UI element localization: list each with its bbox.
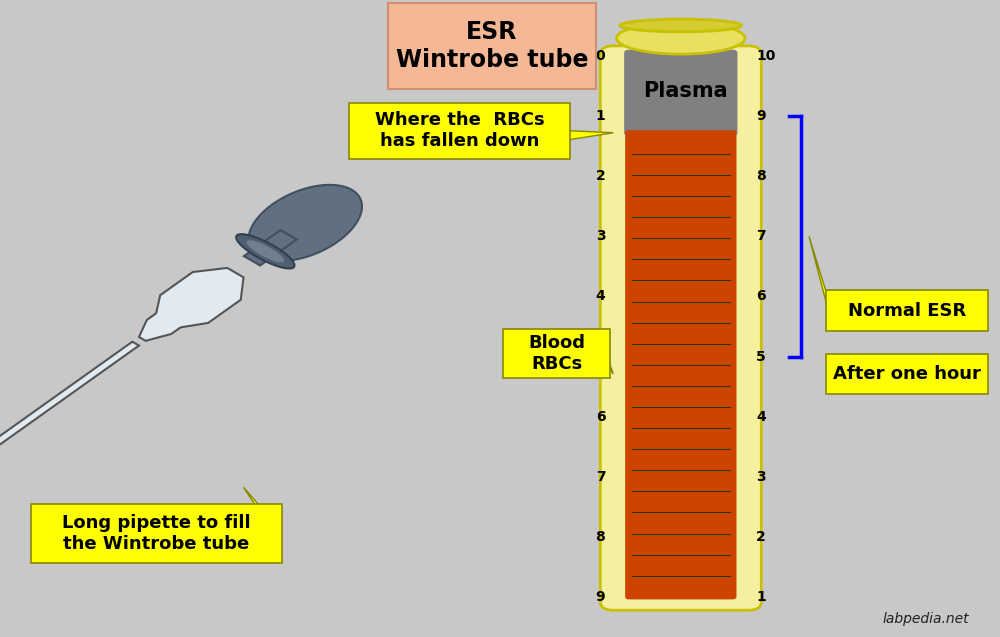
FancyBboxPatch shape <box>600 46 761 610</box>
FancyBboxPatch shape <box>625 130 736 599</box>
Text: 3: 3 <box>756 469 766 483</box>
Text: 6: 6 <box>756 289 766 303</box>
Text: ESR
Wintrobe tube: ESR Wintrobe tube <box>396 20 588 72</box>
Text: Long pipette to fill
the Wintrobe tube: Long pipette to fill the Wintrobe tube <box>62 514 251 553</box>
Text: 2: 2 <box>756 530 766 544</box>
Text: 4: 4 <box>756 410 766 424</box>
Polygon shape <box>248 185 362 261</box>
Text: 2: 2 <box>596 169 605 183</box>
Text: 9: 9 <box>596 590 605 604</box>
Text: Normal ESR: Normal ESR <box>848 301 966 320</box>
FancyBboxPatch shape <box>349 103 570 159</box>
Text: Where the  RBCs
has fallen down: Where the RBCs has fallen down <box>375 111 544 150</box>
Polygon shape <box>139 268 244 341</box>
Polygon shape <box>246 240 284 262</box>
Polygon shape <box>567 131 613 140</box>
Text: 1: 1 <box>756 590 766 604</box>
Polygon shape <box>606 354 613 374</box>
Text: 4: 4 <box>596 289 605 303</box>
Polygon shape <box>244 230 297 266</box>
FancyBboxPatch shape <box>826 354 988 394</box>
Text: After one hour: After one hour <box>833 365 981 383</box>
FancyBboxPatch shape <box>503 329 610 378</box>
Text: 5: 5 <box>596 350 605 364</box>
Text: 0: 0 <box>596 49 605 63</box>
Text: 5: 5 <box>756 350 766 364</box>
FancyBboxPatch shape <box>388 3 596 89</box>
Text: Blood
RBCs: Blood RBCs <box>528 334 585 373</box>
Text: 9: 9 <box>756 109 766 123</box>
Text: 8: 8 <box>596 530 605 544</box>
Text: 1: 1 <box>596 109 605 123</box>
Ellipse shape <box>620 19 742 32</box>
Text: 10: 10 <box>756 49 776 63</box>
Text: labpedia.net: labpedia.net <box>882 612 969 626</box>
Text: 3: 3 <box>596 229 605 243</box>
FancyBboxPatch shape <box>826 290 988 331</box>
Text: Plasma: Plasma <box>643 80 728 101</box>
Polygon shape <box>0 341 139 483</box>
Text: 6: 6 <box>596 410 605 424</box>
FancyBboxPatch shape <box>31 504 282 563</box>
Text: 8: 8 <box>756 169 766 183</box>
Polygon shape <box>809 236 830 317</box>
Text: 7: 7 <box>596 469 605 483</box>
Ellipse shape <box>617 22 745 54</box>
FancyBboxPatch shape <box>624 50 737 136</box>
Polygon shape <box>236 234 294 268</box>
Text: 7: 7 <box>756 229 766 243</box>
Polygon shape <box>243 487 278 540</box>
